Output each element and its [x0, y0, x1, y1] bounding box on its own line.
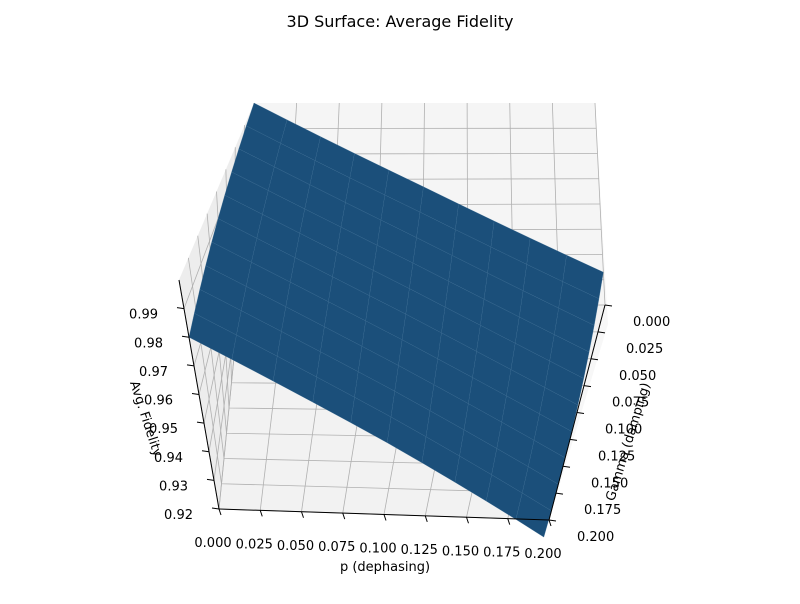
- x-tick-label: 0.175: [483, 546, 520, 561]
- y-tick-label: 0.075: [612, 396, 649, 411]
- x-tick: [301, 511, 304, 518]
- x-tick-label: 0.125: [401, 543, 438, 558]
- y-tick: [548, 519, 557, 522]
- x-tick: [259, 510, 263, 517]
- x-tick-label: 0.150: [442, 544, 479, 559]
- z-tick: [211, 507, 220, 510]
- fidelity-surface: [188, 102, 604, 538]
- y-tick: [590, 358, 599, 361]
- x-tick-label: 0.200: [524, 547, 561, 562]
- x-tick-label: 0.025: [236, 537, 273, 552]
- y-tick-label: 0.025: [626, 342, 663, 357]
- x-tick: [466, 517, 469, 524]
- z-tick: [201, 450, 210, 453]
- x-tick: [383, 514, 387, 521]
- y-tick: [555, 492, 564, 495]
- z-tick: [186, 364, 195, 367]
- z-tick-label: 0.95: [149, 422, 178, 437]
- y-tick-label: 0.000: [633, 315, 670, 330]
- z-tick-label: 0.94: [154, 451, 183, 466]
- x-tick-label: 0.050: [277, 539, 314, 554]
- x-tick: [342, 512, 346, 520]
- y-tick-label: 0.125: [598, 449, 635, 464]
- x-tick: [507, 518, 511, 525]
- z-tick: [176, 307, 185, 310]
- z-tick-label: 0.96: [144, 394, 173, 409]
- x-tick-label: 0.075: [318, 540, 355, 555]
- y-tick-label: 0.050: [619, 369, 656, 384]
- y-tick: [576, 412, 585, 414]
- z-tick-label: 0.98: [134, 336, 163, 351]
- x-axis-label: p (dephasing): [340, 560, 430, 575]
- chart-title: 3D Surface: Average Fidelity: [286, 12, 514, 31]
- tick-marks: [176, 304, 613, 527]
- y-tick: [597, 331, 606, 334]
- tick-labels: 0.000 0.025 0.050 0.075 0.100 0.125 0.150 0.175…: [129, 308, 670, 562]
- z-tick-label: 0.92: [164, 508, 193, 523]
- y-tick: [569, 438, 578, 441]
- x-tick: [218, 508, 222, 516]
- x-tick-label: 0.000: [194, 536, 231, 551]
- z-tick-label: 0.99: [129, 308, 158, 323]
- y-tick-label: 0.200: [577, 530, 614, 545]
- y-tick: [562, 465, 571, 468]
- x-tick: [548, 519, 552, 527]
- z-tick-label: 0.97: [139, 365, 168, 380]
- y-tick: [583, 385, 592, 388]
- y-tick-label: 0.100: [605, 423, 642, 438]
- z-tick-label: 0.93: [159, 479, 188, 494]
- y-tick-label: 0.175: [584, 503, 621, 518]
- z-tick: [191, 393, 200, 395]
- z-tick: [196, 421, 205, 424]
- z-tick: [206, 478, 215, 481]
- y-tick: [604, 304, 613, 307]
- surface-patch: [515, 492, 552, 538]
- z-tick: [181, 335, 190, 338]
- x-tick: [424, 515, 428, 523]
- x-tick-label: 0.100: [359, 542, 396, 557]
- y-tick-label: 0.150: [591, 476, 628, 491]
- z-axis-label: Avg. Fidelity: [126, 379, 165, 459]
